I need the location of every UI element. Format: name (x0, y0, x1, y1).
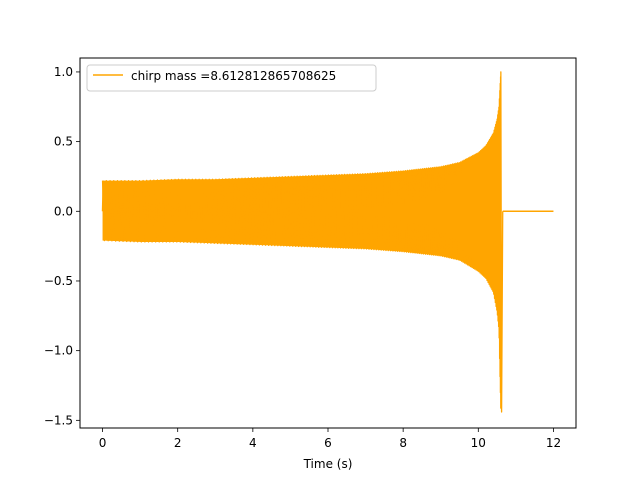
x-tick-label: 6 (324, 436, 332, 450)
y-tick-label: −0.5 (44, 274, 73, 288)
y-axis: 1.0 0.5 0.0 −0.5 −1.0 −1.5 (44, 65, 80, 427)
x-tick-label: 4 (249, 436, 257, 450)
x-tick-label: 10 (471, 436, 486, 450)
y-tick-label: 0.5 (54, 135, 73, 149)
x-tick-label: 8 (399, 436, 407, 450)
x-tick-label: 12 (546, 436, 561, 450)
y-tick-label: 0.0 (54, 204, 73, 218)
y-tick-label: 1.0 (54, 65, 73, 79)
plot-area (101, 71, 554, 413)
legend: chirp mass =8.612812865708625 (86, 64, 377, 92)
series-line (101, 71, 504, 413)
x-axis: 0 2 4 6 8 10 12 (99, 428, 561, 450)
legend-box (86, 64, 377, 92)
y-tick-label: −1.0 (44, 344, 73, 358)
x-tick-label: 0 (99, 436, 107, 450)
x-axis-label: Time (s) (303, 457, 353, 471)
legend-entry-label: chirp mass =8.612812865708625 (131, 69, 336, 83)
x-tick-label: 2 (174, 436, 182, 450)
series-start (101, 180, 105, 212)
y-tick-label: −1.5 (44, 413, 73, 427)
